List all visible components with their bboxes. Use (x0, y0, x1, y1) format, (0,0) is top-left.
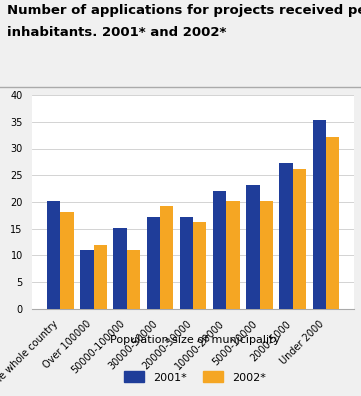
Bar (47, 201, 60, 309)
Bar (193, 222, 206, 309)
Text: Number of applications for projects received per 1 000: Number of applications for projects rece… (7, 4, 361, 17)
Bar (113, 228, 127, 309)
Bar (60, 211, 74, 309)
Text: inhabitants. 2001* and 2002*: inhabitants. 2001* and 2002* (7, 26, 227, 39)
Bar (279, 164, 293, 309)
Bar (213, 191, 226, 309)
Bar (313, 120, 326, 309)
Bar (93, 245, 107, 309)
Bar (260, 201, 273, 309)
Bar (293, 169, 306, 309)
Bar (147, 217, 160, 309)
Bar (80, 249, 93, 309)
Bar (326, 137, 339, 309)
Bar (127, 249, 140, 309)
Bar (246, 185, 260, 309)
Bar (180, 217, 193, 309)
Legend: 2001*, 2002*: 2001*, 2002* (124, 371, 266, 383)
Bar (226, 201, 240, 309)
Text: Population size of municipality: Population size of municipality (110, 335, 280, 345)
Bar (160, 206, 173, 309)
